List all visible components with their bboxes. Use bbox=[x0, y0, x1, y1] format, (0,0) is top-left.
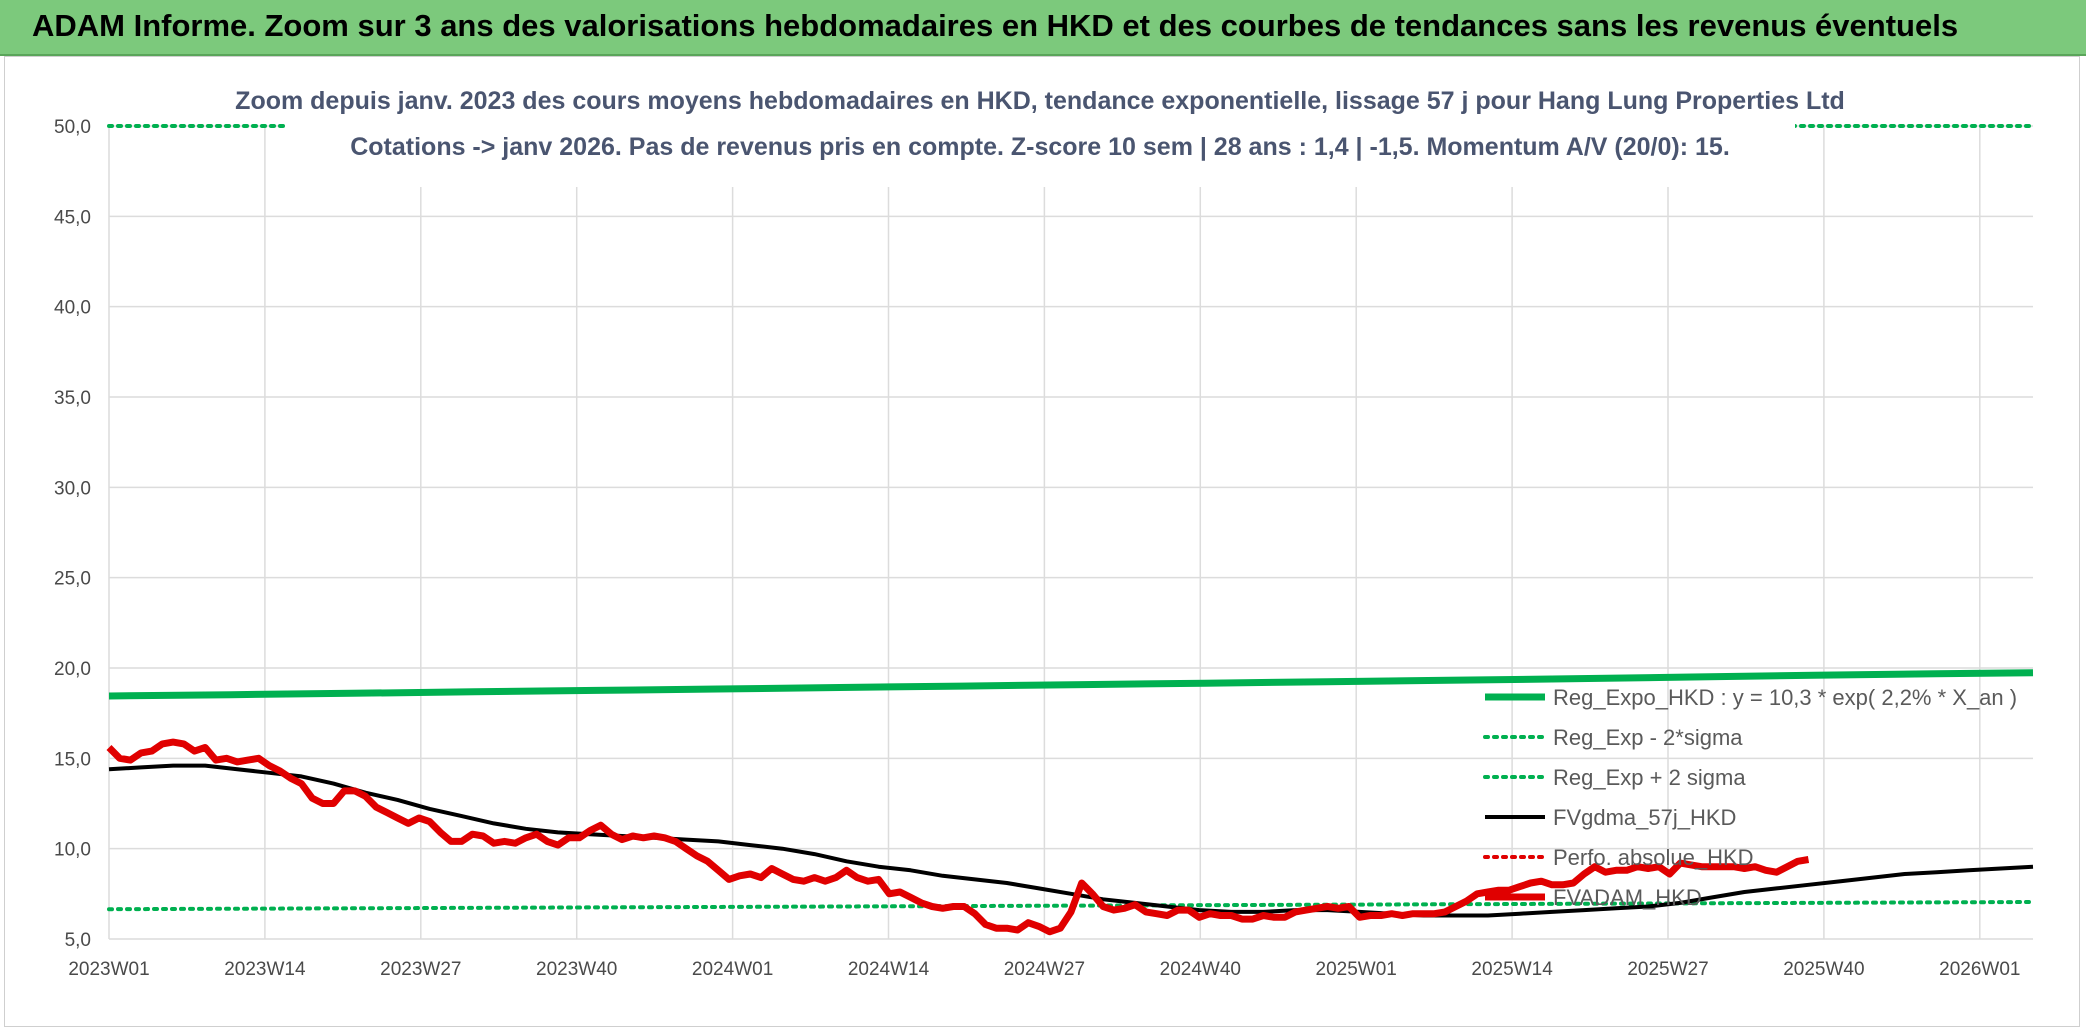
x-tick-label: 2023W40 bbox=[536, 959, 617, 980]
x-tick-label: 2023W01 bbox=[68, 959, 149, 980]
x-tick-label: 2023W27 bbox=[380, 959, 461, 980]
y-tick-label: 50,0 bbox=[54, 117, 91, 138]
header-bar: ADAM Informe. Zoom sur 3 ans des valoris… bbox=[0, 0, 2086, 56]
series-lines bbox=[106, 124, 2035, 936]
legend-label-0: Reg_Expo_HKD : y = 10,3 * exp( 2,2% * X_… bbox=[1553, 685, 2017, 710]
line-chart: 5,0 10,0 15,0 20,0 25,0 30,0 35,0 40,0 45,0 50,0 2… bbox=[54, 77, 2035, 980]
x-tick-label: 2024W27 bbox=[1004, 959, 1085, 980]
legend-label-4: Perfo. absolue_HKD bbox=[1553, 845, 1754, 870]
y-tick-label: 45,0 bbox=[54, 207, 91, 228]
series-line-1 bbox=[107, 900, 2035, 912]
legend-label-2: Reg_Exp + 2 sigma bbox=[1553, 765, 1746, 790]
x-tick-label: 2024W40 bbox=[1160, 959, 1241, 980]
y-tick-label: 10,0 bbox=[54, 840, 91, 861]
axis-ticks: 5,0 10,0 15,0 20,0 25,0 30,0 35,0 40,0 45,0 50,0 2… bbox=[54, 117, 2020, 980]
grid bbox=[108, 125, 2033, 940]
y-tick-label: 25,0 bbox=[54, 569, 91, 590]
y-tick-label: 35,0 bbox=[54, 388, 91, 409]
y-tick-label: 5,0 bbox=[65, 930, 91, 951]
subtitle-background bbox=[285, 77, 1795, 187]
chart-subtitle-line2: Cotations -> janv 2026. Pas de revenus p… bbox=[350, 133, 1730, 161]
y-tick-label: 20,0 bbox=[54, 659, 91, 680]
page-title: ADAM Informe. Zoom sur 3 ans des valoris… bbox=[32, 8, 1959, 43]
chart-subtitle-line1: Zoom depuis janv. 2023 des cours moyens … bbox=[235, 87, 1845, 115]
legend-label-5: FVADAM_HKD bbox=[1553, 885, 1702, 910]
series-line-5 bbox=[106, 738, 1810, 936]
x-tick-label: 2026W01 bbox=[1939, 959, 2020, 980]
x-tick-label: 2023W14 bbox=[224, 959, 306, 980]
x-tick-label: 2025W40 bbox=[1783, 959, 1864, 980]
chart-frame: 5,0 10,0 15,0 20,0 25,0 30,0 35,0 40,0 45,0 50,0 2… bbox=[4, 56, 2080, 1027]
y-tick-label: 30,0 bbox=[54, 478, 91, 499]
x-tick-label: 2024W01 bbox=[692, 959, 773, 980]
legend-label-3: FVgdma_57j_HKD bbox=[1553, 805, 1736, 830]
x-tick-label: 2024W14 bbox=[848, 959, 930, 980]
x-tick-label: 2025W01 bbox=[1316, 959, 1397, 980]
legend-label-1: Reg_Exp - 2*sigma bbox=[1553, 725, 1743, 750]
x-tick-label: 2025W14 bbox=[1471, 959, 1553, 980]
x-tick-label: 2025W27 bbox=[1627, 959, 1708, 980]
series-line-0 bbox=[108, 669, 2034, 700]
y-tick-label: 40,0 bbox=[54, 298, 91, 319]
series-line-3 bbox=[108, 763, 2034, 918]
legend: Reg_Expo_HKD : y = 10,3 * exp( 2,2% * X_… bbox=[1483, 685, 2017, 910]
y-tick-label: 15,0 bbox=[54, 749, 91, 770]
